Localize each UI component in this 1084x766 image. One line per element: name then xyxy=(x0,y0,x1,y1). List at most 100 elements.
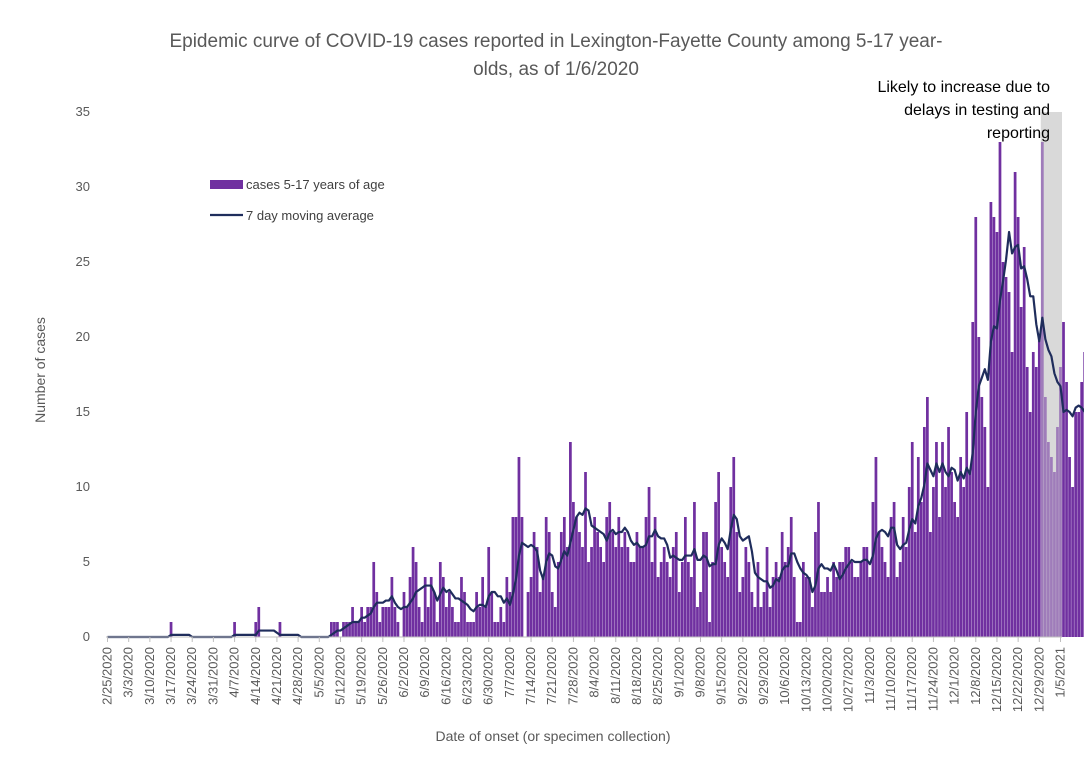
bar xyxy=(756,562,760,637)
bar xyxy=(929,532,932,637)
bar xyxy=(432,592,436,637)
bar xyxy=(759,607,763,637)
axes-layer xyxy=(106,636,1062,642)
bar xyxy=(659,562,663,637)
bar xyxy=(932,487,935,637)
legend: cases 5-17 years of age 7 day moving aver… xyxy=(210,177,385,223)
bar xyxy=(402,592,406,637)
bar xyxy=(620,547,624,637)
x-tick-label: 7/21/2020 xyxy=(544,647,559,705)
x-tick-label: 5/5/2020 xyxy=(311,647,326,698)
bar xyxy=(508,592,512,637)
shaded-region-overlay xyxy=(1040,112,1062,637)
bar xyxy=(880,547,884,637)
bar xyxy=(490,592,494,637)
bar xyxy=(947,427,950,637)
bar xyxy=(438,562,442,637)
x-tick-label: 6/23/2020 xyxy=(460,647,475,705)
bar xyxy=(1001,262,1005,637)
bar xyxy=(587,562,590,637)
bar xyxy=(475,592,478,637)
bar xyxy=(780,532,784,637)
bar xyxy=(629,562,633,637)
bar xyxy=(1019,307,1023,637)
x-tick-label: 3/10/2020 xyxy=(142,647,157,705)
bar xyxy=(644,517,648,637)
legend-swatch-cases xyxy=(210,180,243,189)
bar xyxy=(747,562,751,637)
bar xyxy=(959,457,963,637)
y-tick-label: 15 xyxy=(76,404,90,419)
bar xyxy=(798,622,802,637)
bar xyxy=(547,532,551,637)
x-tick-label: 6/30/2020 xyxy=(481,647,496,705)
x-tick-label: 12/1/2020 xyxy=(947,647,962,705)
bar xyxy=(423,577,427,637)
bar xyxy=(662,547,666,637)
x-tick-label: 9/8/2020 xyxy=(692,647,707,698)
bar xyxy=(941,442,944,637)
bar xyxy=(1071,487,1074,637)
bar xyxy=(466,622,469,637)
bar xyxy=(835,577,838,637)
bar xyxy=(593,517,596,637)
bar xyxy=(1028,412,1032,637)
bar xyxy=(1077,412,1081,637)
bar xyxy=(559,532,563,637)
bar xyxy=(562,517,566,637)
bar xyxy=(390,577,394,637)
bar xyxy=(363,622,367,637)
x-tick-label: 11/24/2020 xyxy=(925,647,940,711)
x-tick-label: 4/14/2020 xyxy=(248,647,263,705)
bar xyxy=(699,592,702,637)
bar xyxy=(493,622,497,637)
bar xyxy=(823,592,826,637)
bar xyxy=(995,232,999,637)
bar xyxy=(635,532,639,637)
bar xyxy=(496,622,500,637)
bar xyxy=(811,607,814,637)
bar xyxy=(956,517,959,637)
bar xyxy=(690,577,693,637)
x-tick-label: 11/3/2020 xyxy=(862,647,877,704)
bar xyxy=(617,517,621,637)
bar xyxy=(375,592,379,637)
bar xyxy=(632,562,636,637)
bar xyxy=(677,592,681,637)
x-tick-label: 9/29/2020 xyxy=(756,647,771,705)
bar xyxy=(986,487,990,637)
bar xyxy=(484,607,488,637)
bar xyxy=(729,487,733,637)
bar xyxy=(762,592,766,637)
bar xyxy=(720,547,724,637)
bar xyxy=(826,577,829,637)
bar xyxy=(1004,277,1008,637)
bar xyxy=(865,547,869,637)
y-axis-title: Number of cases xyxy=(32,317,48,423)
bar xyxy=(463,592,466,637)
bar xyxy=(774,562,778,637)
bar xyxy=(853,577,857,637)
bar xyxy=(783,562,787,637)
bar xyxy=(989,202,993,637)
x-tick-label: 8/18/2020 xyxy=(629,647,644,705)
bar xyxy=(789,517,793,637)
bar xyxy=(953,502,956,637)
bar xyxy=(1074,412,1077,637)
bars-layer xyxy=(169,112,1084,637)
bar xyxy=(820,592,823,637)
bar xyxy=(233,622,236,637)
bar xyxy=(487,547,491,637)
bar xyxy=(369,607,373,637)
y-tick-label: 35 xyxy=(76,104,90,119)
bar xyxy=(532,532,536,637)
bar xyxy=(257,607,261,637)
bar xyxy=(381,607,385,637)
bar xyxy=(965,412,969,637)
bar xyxy=(847,547,851,637)
bar xyxy=(898,562,902,637)
bar xyxy=(556,562,560,637)
y-tick-label: 5 xyxy=(83,554,90,569)
bar xyxy=(786,547,790,637)
